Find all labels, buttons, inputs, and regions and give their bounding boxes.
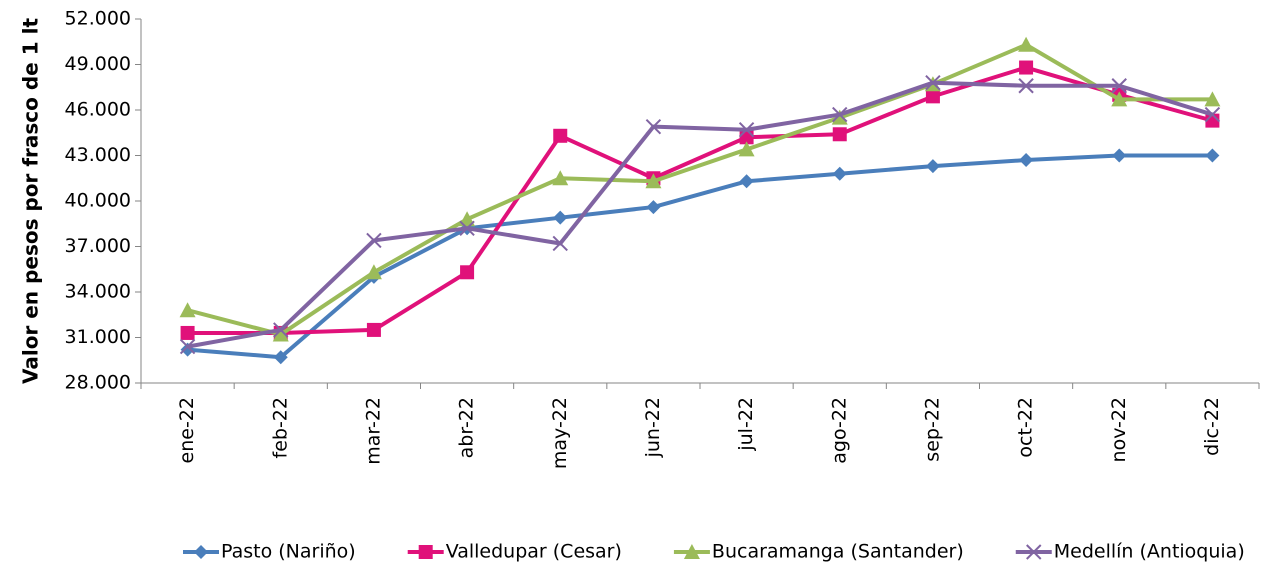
x-tick-label: abr-22 [456, 397, 478, 458]
marker [460, 265, 475, 280]
x-tick-label: feb-22 [269, 397, 291, 458]
marker [459, 220, 475, 237]
marker [738, 141, 755, 157]
marker [1111, 91, 1128, 107]
x-tick-label: jul-22 [735, 397, 757, 452]
marker [683, 544, 700, 559]
marker [179, 302, 196, 318]
y-axis-label: Valor en pesos por frasco de 1 lt [19, 18, 43, 384]
marker [645, 173, 662, 189]
marker [552, 235, 568, 252]
legend-item: Valledupar (Cesar) [407, 541, 622, 563]
marker [925, 74, 941, 91]
x-tick-label: oct-22 [1015, 397, 1037, 458]
marker [418, 545, 433, 559]
y-tick-label: 37.000 [65, 235, 131, 257]
marker [1112, 148, 1127, 163]
marker [272, 326, 289, 342]
marker [832, 127, 847, 142]
legend-item: Pasto (Nariño) [183, 541, 356, 563]
marker [1019, 153, 1034, 168]
x-tick-label: ago-22 [828, 397, 850, 464]
marker [832, 166, 847, 181]
marker [366, 322, 381, 337]
y-tick-label: 34.000 [65, 281, 131, 303]
marker [832, 106, 848, 123]
y-tick-label: 28.000 [65, 372, 131, 394]
legend-label: Medellín (Antioquia) [1054, 541, 1245, 563]
y-tick-label: 46.000 [65, 99, 131, 121]
legend-item: Medellín (Antioquia) [1015, 541, 1245, 563]
legend-label: Bucaramanga (Santander) [712, 541, 964, 563]
legend-label: Pasto (Nariño) [221, 541, 356, 563]
marker [739, 174, 754, 189]
series-line [187, 42, 1213, 337]
marker [1019, 60, 1034, 75]
x-tick-label: jun-22 [642, 397, 664, 458]
marker [553, 128, 568, 143]
marker [1018, 36, 1035, 52]
series-line [187, 65, 1213, 335]
marker [273, 322, 289, 338]
x-tick-label: mar-22 [362, 397, 384, 465]
marker [273, 350, 288, 365]
marker [1204, 106, 1221, 123]
marker [1205, 148, 1220, 163]
marker [553, 210, 568, 225]
series-line [187, 153, 1213, 360]
y-tick-label: 49.000 [65, 53, 131, 75]
series-line [187, 80, 1214, 349]
marker [1018, 78, 1034, 94]
marker [738, 122, 755, 138]
marker [1204, 91, 1221, 107]
marker [365, 264, 382, 280]
x-tick-label: may-22 [549, 397, 571, 469]
x-tick-label: sep-22 [921, 397, 943, 462]
marker [831, 109, 848, 125]
marker [925, 89, 940, 104]
marker [645, 118, 662, 135]
marker [552, 170, 569, 186]
x-tick-label: nov-22 [1108, 397, 1130, 462]
marker [194, 545, 208, 559]
x-tick-label: ene-22 [176, 397, 198, 463]
marker [1111, 78, 1127, 94]
marker [925, 159, 940, 174]
legend: Pasto (Nariño) Valledupar (Cesar) Bucarama… [183, 541, 1245, 563]
legend-label: Valledupar (Cesar) [446, 541, 622, 563]
marker [459, 211, 476, 227]
marker [646, 200, 661, 215]
marker [366, 232, 382, 249]
x-tick-label: dic-22 [1201, 397, 1223, 456]
y-tick-label: 43.000 [65, 144, 131, 166]
marker [179, 338, 196, 355]
y-tick-label: 52.000 [65, 8, 131, 30]
marker [180, 325, 195, 340]
y-tick-label: 31.000 [65, 326, 131, 348]
legend-item: Bucaramanga (Santander) [673, 541, 964, 563]
marker [1026, 544, 1042, 560]
y-tick-label: 40.000 [65, 190, 131, 212]
